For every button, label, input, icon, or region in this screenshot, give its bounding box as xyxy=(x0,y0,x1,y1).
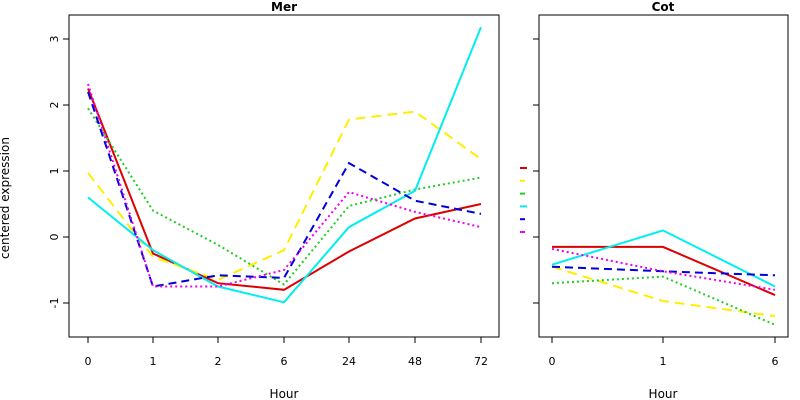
x-tick-label: 6 xyxy=(281,355,288,368)
y-tick-label: 1 xyxy=(48,168,61,175)
y-tick-label: -1 xyxy=(48,298,61,309)
panel-cot-frame xyxy=(538,14,789,338)
cot-series-line-3 xyxy=(551,275,776,326)
x-tick-label: 0 xyxy=(85,355,92,368)
y-axis-title: centered expression xyxy=(0,137,12,259)
x-tick-label: 6 xyxy=(772,355,779,368)
y-tick-label: 2 xyxy=(48,102,61,109)
panel-mer-title: Mer xyxy=(271,0,297,14)
cot-series-line-4 xyxy=(551,229,776,288)
x-tick-label: 2 xyxy=(215,355,222,368)
panel-cot-x-axis-title: Hour xyxy=(649,387,678,400)
x-tick-label: 72 xyxy=(474,355,488,368)
x-tick-label: 0 xyxy=(549,355,556,368)
cot-series-line-5 xyxy=(551,265,776,277)
mer-series-line-2 xyxy=(87,110,482,281)
panel-cot-title: Cot xyxy=(652,0,675,14)
mer-series-line-6 xyxy=(87,83,482,288)
panel-mer: Mer -1 0 1 2 3 0 1 2 6 24 48 72 Hour xyxy=(48,0,500,400)
panel-cot-y-axis xyxy=(533,38,539,304)
mer-series-line-5 xyxy=(87,91,482,288)
x-tick-label: 48 xyxy=(408,355,422,368)
y-tick-label: 0 xyxy=(48,234,61,241)
mer-series-line-4 xyxy=(87,26,482,304)
x-tick-label: 1 xyxy=(660,355,667,368)
x-tick-label: 1 xyxy=(150,355,157,368)
mer-series-line-1 xyxy=(87,88,482,291)
x-tick-label: 24 xyxy=(342,355,356,368)
panel-mer-series xyxy=(87,26,482,304)
mer-series-line-3 xyxy=(87,107,482,286)
cot-series-line-1 xyxy=(552,245,776,297)
panel-mer-x-axis-title: Hour xyxy=(270,387,299,400)
panel-mer-x-axis: 0 1 2 6 24 48 72 xyxy=(85,337,488,368)
y-tick-label: 3 xyxy=(48,36,61,43)
cot-series-line-2 xyxy=(551,265,776,318)
panel-cot: Cot 0 1 6 Hour xyxy=(533,0,789,400)
panel-mer-y-axis: -1 0 1 2 3 xyxy=(48,36,69,309)
panel-cot-series xyxy=(551,229,776,326)
panel-cot-x-axis: 0 1 6 xyxy=(549,337,779,368)
legend-keys xyxy=(520,167,527,233)
